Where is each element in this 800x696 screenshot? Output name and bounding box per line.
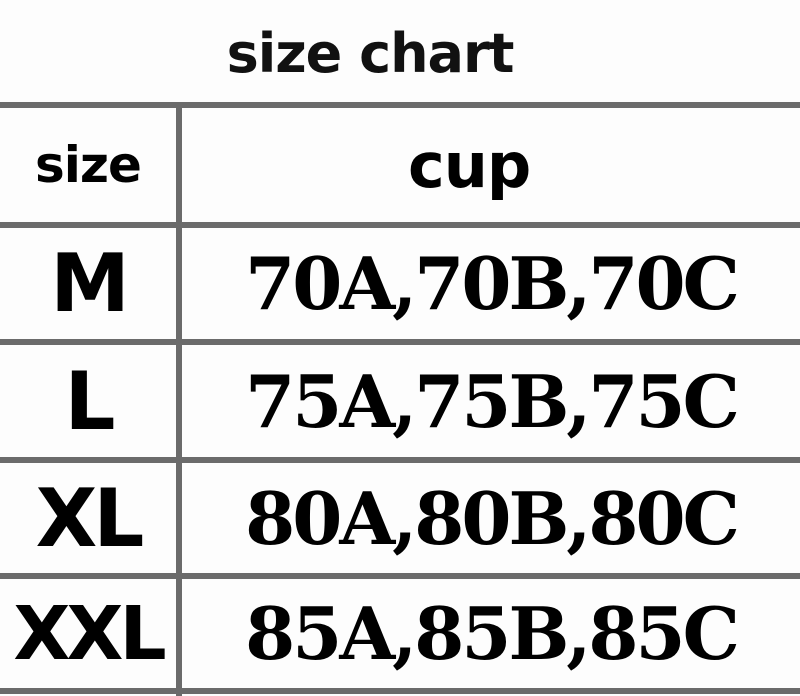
row-size: XL [35,471,145,565]
row-divider [0,339,800,345]
row-cup: 70A,70B,70C [245,241,740,326]
row-divider [0,573,800,579]
table-border-top [0,102,800,108]
header-cup: cup [408,128,531,202]
column-divider [176,108,182,696]
row-cup: 85A,85B,85C [245,591,740,676]
row-divider [0,222,800,228]
row-cup: 80A,80B,80C [245,475,740,561]
row-size: XXL [13,590,166,677]
row-size: M [50,237,130,330]
row-cup: 75A,75B,75C [245,358,740,444]
row-divider [0,688,800,694]
chart-title: size chart [226,22,515,85]
row-divider [0,457,800,463]
row-size: L [64,354,116,448]
header-size: size [35,136,142,194]
